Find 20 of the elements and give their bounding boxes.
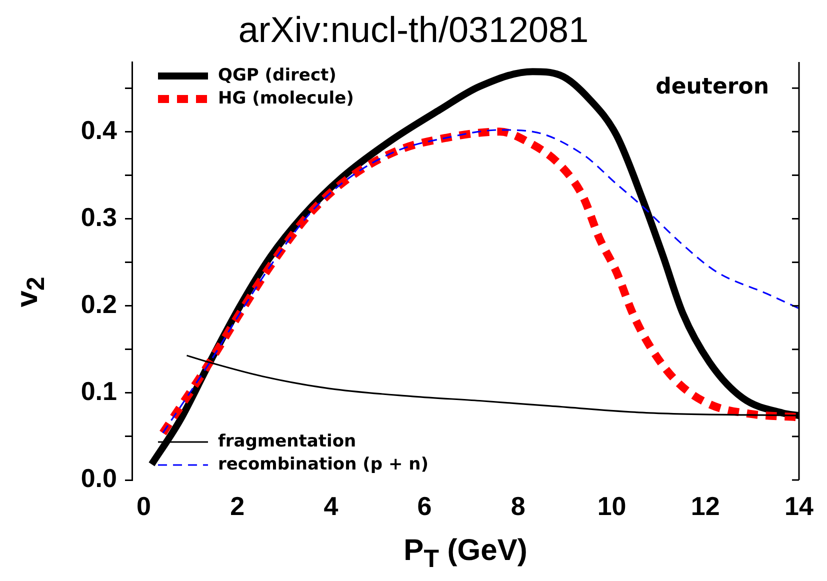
y-tick-label: 0.1 [80, 376, 117, 406]
x-tick-label: 6 [417, 490, 432, 521]
annotation: deuteron [656, 74, 769, 100]
x-tick-label: 4 [324, 490, 339, 521]
legend-label: HG (molecule) [218, 88, 354, 108]
y-tick-label: 0.2 [80, 289, 117, 320]
x-axis-title: P$_{T}$ (GeV) [402, 534, 528, 575]
x-tick-label: 8 [510, 490, 526, 521]
legend-label: fragmentation [218, 431, 356, 452]
legend-label: QGP (direct) [218, 65, 336, 86]
y-tick-label: 0.3 [80, 202, 117, 232]
y-tick-label: 0.4 [80, 114, 118, 145]
x-tick-label: 2 [230, 490, 245, 521]
x-tick-label: 14 [784, 490, 814, 521]
y-tick-label: 0.0 [80, 463, 117, 494]
x-tick-label: 0 [136, 490, 151, 521]
legend-label: recombination (p + n) [218, 454, 428, 474]
x-tick-label: 10 [597, 490, 626, 521]
x-tick-label: 12 [690, 490, 720, 521]
chart-title: arXiv:nucl-th/0312081 [237, 9, 590, 50]
